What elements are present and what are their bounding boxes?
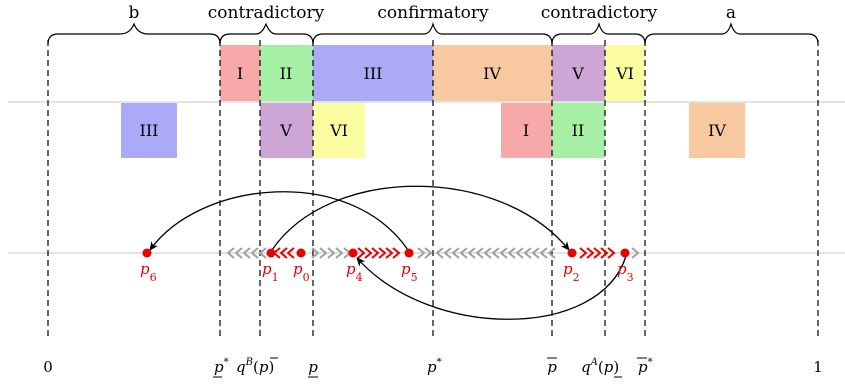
bottom-box-VI	[313, 103, 365, 158]
top-box-V	[552, 45, 605, 101]
bottom-box-V	[260, 103, 313, 158]
arrow-p1-to-p2	[271, 185, 570, 251]
point-p3	[620, 248, 630, 258]
region-label-a: a	[726, 3, 736, 23]
region-label-b: b	[129, 3, 140, 23]
axis-label-qA: qA(p)	[581, 357, 619, 376]
label-p6: p6	[140, 260, 157, 284]
region-label-confirmatory: confirmatory	[377, 3, 489, 23]
top-row-boxes: I II III IV V VI	[220, 45, 645, 101]
arrow-p5-to-p6	[149, 191, 409, 251]
axis-label-p-star-under: p*	[214, 357, 229, 376]
top-box-label-VI: VI	[615, 64, 634, 83]
top-box-label-II: II	[280, 64, 293, 83]
top-box-label-IV: IV	[483, 64, 501, 83]
axis-label-p-bar-star: p*	[638, 357, 653, 376]
top-box-VI	[605, 45, 645, 101]
chevrons-gray-right-1	[311, 247, 352, 259]
top-box-label-III: III	[364, 64, 383, 83]
bottom-box-label-IV: IV	[708, 121, 726, 140]
label-p1: p1	[262, 260, 279, 284]
brace-b	[47, 22, 221, 45]
bottom-box-I	[501, 103, 552, 158]
point-labels: p6 p1 p0 p4 p5 p2 p3	[140, 260, 634, 284]
bottom-row-boxes: III V VI I II IV	[121, 103, 745, 158]
chevrons-red-right-1	[357, 247, 401, 259]
label-p5: p5	[401, 260, 418, 284]
top-box-label-V: V	[571, 64, 584, 83]
region-label-contradictory-right: contradictory	[541, 3, 658, 23]
chevrons-gray-left-1	[226, 247, 267, 259]
chevrons-gray-right-2	[417, 247, 433, 259]
chevrons-gray-left-2	[435, 247, 556, 259]
top-box-IV	[433, 45, 552, 101]
bottom-box-label-V: V	[279, 121, 292, 140]
dashed-verticals	[47, 40, 819, 337]
point-p0	[296, 248, 306, 258]
points	[142, 248, 630, 258]
chevrons-gray-right-3	[631, 247, 640, 259]
bottom-box-II	[552, 103, 605, 158]
brace-a	[644, 21, 819, 45]
bottom-box-label-I: I	[523, 121, 529, 140]
top-box-I	[220, 45, 260, 101]
region-label-contradictory-left: contradictory	[208, 3, 325, 23]
bottom-box-label-II: II	[572, 121, 585, 140]
top-box-III	[313, 45, 433, 101]
label-p4: p4	[346, 260, 363, 284]
chevrons-red-right-2	[579, 247, 616, 259]
axis-label-p-under: p	[308, 358, 318, 376]
brace-contradictory-right	[551, 21, 646, 45]
bottom-box-III	[121, 103, 177, 158]
axis-label-1: 1	[813, 358, 823, 376]
jump-arrows	[149, 185, 627, 320]
label-p2: p2	[563, 260, 580, 284]
axis-label-0: 0	[43, 358, 53, 376]
region-braces	[47, 21, 819, 45]
point-p4	[348, 248, 358, 258]
bottom-box-label-VI: VI	[329, 121, 348, 140]
brace-contradictory-left	[219, 22, 314, 45]
bottom-box-label-III: III	[140, 121, 159, 140]
point-p2	[567, 248, 577, 258]
axis-label-qB: qB(p)	[236, 357, 274, 376]
brace-confirmatory	[312, 21, 553, 45]
point-p6	[142, 248, 152, 258]
top-box-label-I: I	[237, 64, 243, 83]
bottom-box-IV	[689, 103, 745, 158]
point-p1	[266, 248, 276, 258]
label-p3: p3	[617, 260, 634, 284]
point-p5	[404, 248, 414, 258]
label-p0: p0	[293, 260, 310, 284]
top-box-II	[260, 45, 313, 101]
axis-label-p-bar: p	[547, 358, 557, 376]
arrow-p3-to-p4	[356, 255, 627, 320]
axis-label-p-star: p*	[427, 357, 442, 376]
axis-labels: 0 p* qB(p) p p* p qA(p) p* 1	[43, 357, 823, 378]
